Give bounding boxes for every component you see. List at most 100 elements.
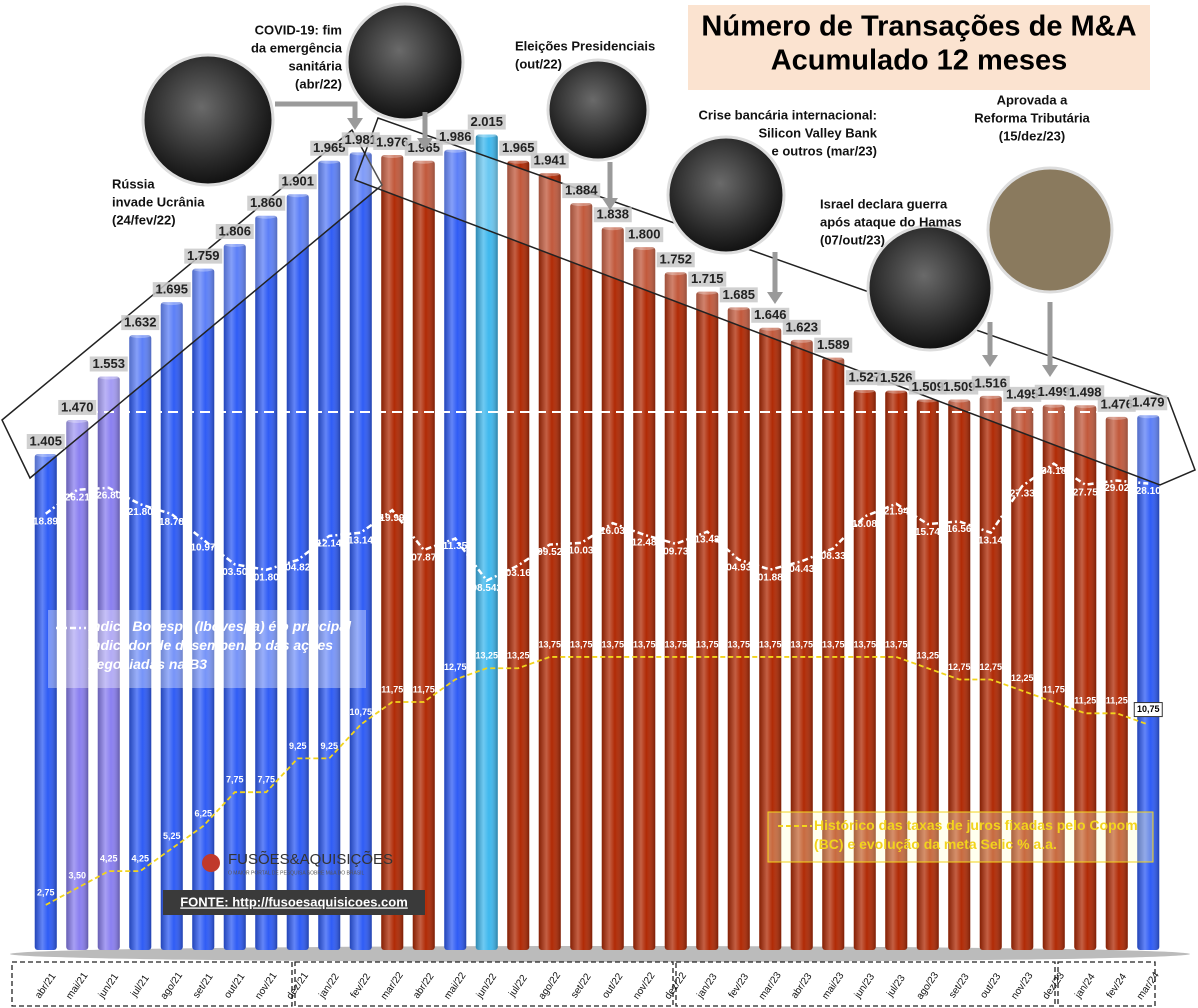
selic-label: 13,75 [790, 639, 813, 649]
bar-shine [475, 134, 498, 951]
bar-shine [1074, 405, 1097, 950]
bar-cap [286, 191, 309, 198]
value-label-bg [310, 140, 349, 156]
ibovespa-label: 110.979 [185, 542, 221, 553]
value-label-bg [247, 195, 286, 211]
x-tick-label: out/22 [600, 971, 625, 1000]
legend-box [48, 610, 366, 688]
x-tick-label: fev/22 [349, 971, 374, 1000]
selic-label: 13,75 [853, 639, 876, 649]
value-label: 1.695 [155, 282, 188, 297]
value-label: 1.553 [92, 356, 125, 371]
ibovespa-label: 126.216 [59, 492, 96, 503]
bar-shine [633, 247, 656, 950]
annotation: Silicon Valley Bank [759, 125, 878, 140]
ibovespa-label: 104.823 [280, 563, 317, 574]
bar-cap [916, 396, 939, 403]
bar-cap [1011, 403, 1034, 410]
categories: abr/21 mai/21 jun/21 jul/21 ago/21 set/21 out/… [33, 970, 1162, 1002]
selic-label: 13,75 [759, 639, 782, 649]
value-label: 1.516 [974, 375, 1007, 390]
selic-label: 6,25 [194, 808, 212, 818]
selic-label: 13,75 [696, 639, 719, 649]
bars [10, 131, 1190, 962]
value-label: 1.509 [911, 379, 944, 394]
value-label: 1.498 [1069, 385, 1102, 400]
x-tick-label: abr/21 [33, 971, 59, 1001]
x-tick-label: out/23 [978, 971, 1003, 1000]
value-label: 2.015 [470, 114, 503, 129]
x-tick-label: jan/23 [694, 971, 719, 1001]
value-label: 1.589 [817, 337, 850, 352]
ibovespa-label: 118.894 [28, 516, 64, 527]
value-label-bg [719, 287, 758, 303]
selic-label: 4,25 [131, 853, 149, 863]
annotation: Israel declara guerra [820, 196, 948, 211]
value-label: 1.685 [722, 287, 755, 302]
legend-ibovespa: Índice Bovespa (Ibovespa) é o principal … [88, 618, 351, 672]
value-label: 1.976 [376, 134, 409, 149]
selic-label: 11,75 [381, 684, 403, 694]
chart-title: Número de Transações de M&A [701, 11, 1136, 43]
bar-shine [1042, 404, 1065, 950]
annotation: Aprovada a [997, 92, 1069, 107]
bar-shine [979, 395, 1002, 951]
x-tick-label: jul/21 [128, 973, 152, 1000]
selic-label: 11,75 [1043, 684, 1065, 694]
ibovespa-label: 119.999 [374, 513, 410, 524]
selic-label: 3,50 [68, 870, 86, 880]
value-label: 1.965 [502, 140, 535, 155]
value-label-bg [1133, 702, 1163, 718]
ibovespa-label: 109.523 [532, 547, 569, 558]
annotation: (07/out/23) [820, 232, 885, 247]
selic-label: 13,75 [664, 639, 687, 649]
bar-cap [97, 373, 120, 380]
selic-label: 13,25 [507, 651, 530, 661]
selic-label: 7,75 [257, 775, 275, 785]
value-label-bg [814, 337, 853, 353]
bar-cap [853, 387, 876, 394]
ibovespa-label: 127.331 [1004, 489, 1041, 500]
x-tick-label: ago/23 [915, 970, 942, 1002]
value-label-bg [562, 183, 601, 199]
bar-shine [538, 173, 561, 950]
value-label: 1.527 [848, 370, 881, 385]
ibovespa-label: 111.351 [438, 541, 473, 552]
annotation: COVID-19: fim [255, 22, 342, 37]
arrow [275, 101, 358, 118]
annotation: invade Ucrânia [112, 194, 205, 209]
x-tick-label: nov/23 [1009, 970, 1035, 1001]
bar-shine [664, 272, 687, 951]
bar-cap [570, 200, 593, 207]
x-tick-label: dez/23 [1041, 970, 1067, 1001]
selic-label: 11,25 [1106, 696, 1128, 706]
selic-label: 13,25 [916, 651, 939, 661]
bar-cap [34, 451, 57, 458]
selic-label: 10,75 [1137, 704, 1160, 714]
x-tick-label: jul/22 [506, 973, 530, 1000]
ibovespa-label: 108.335 [815, 551, 852, 562]
ibovespa-label: 128.106 [1130, 486, 1167, 497]
x-tick-label: set/22 [569, 971, 594, 1000]
annotation: (15/dez/23) [999, 128, 1065, 143]
value-label-bg [1097, 396, 1136, 412]
bar-cap [223, 240, 246, 247]
lines [44, 462, 1149, 906]
x-tick-label: nov/22 [631, 970, 657, 1001]
value-label-bg [530, 153, 569, 169]
bar-cap [255, 212, 278, 219]
value-label-bg [940, 379, 979, 395]
bar-cap [727, 304, 750, 311]
selic-label: 13,75 [822, 639, 845, 649]
selic-label: 11,25 [1074, 696, 1096, 706]
bar-cap [601, 224, 624, 231]
event-image [866, 224, 994, 352]
value-label-bg [152, 282, 191, 298]
x-tick-label: dez/21 [285, 970, 311, 1001]
value-label: 1.759 [187, 248, 220, 263]
logo-tagline: O MAIOR PORTAL DE PESQUISA SOBRE M&A DO … [228, 870, 365, 876]
selic-label: 12,75 [979, 662, 1002, 672]
bar-shine [255, 215, 278, 950]
year-group [294, 961, 674, 1007]
